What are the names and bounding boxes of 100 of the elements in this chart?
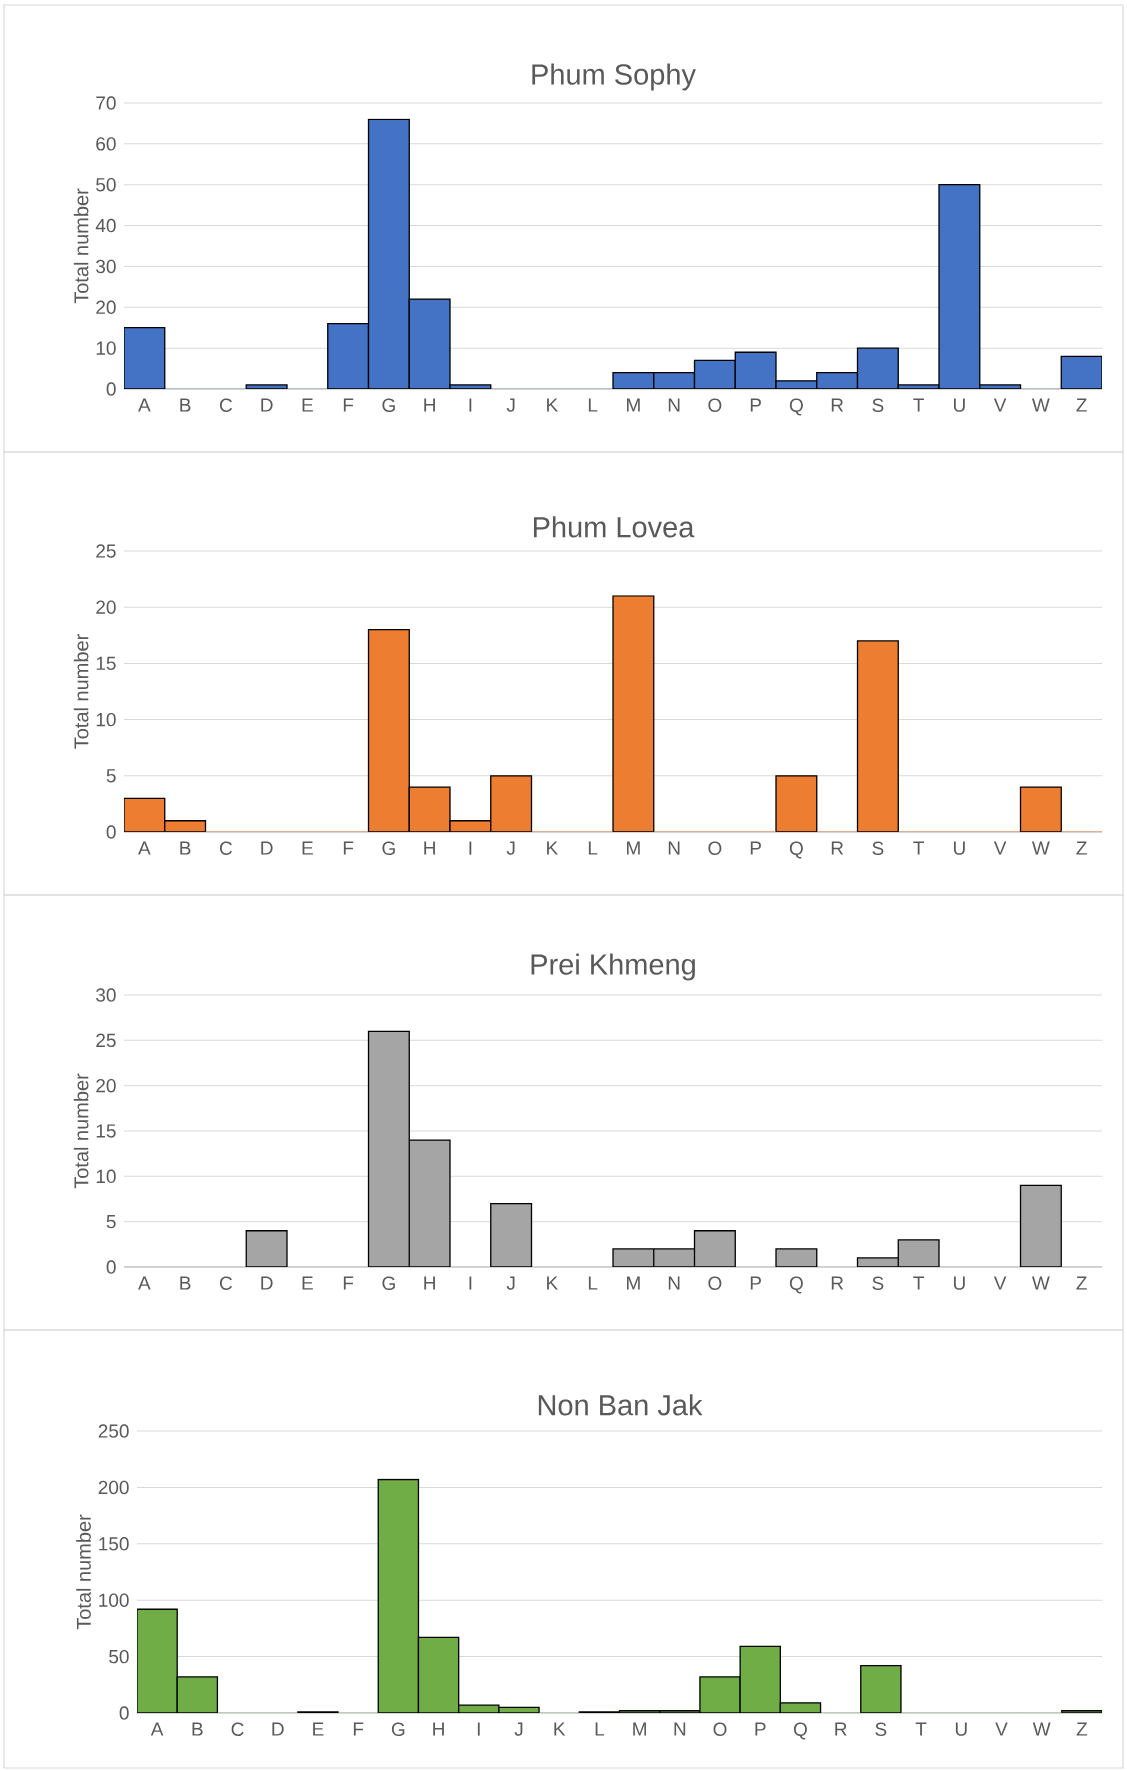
x-tick-label: W	[1032, 1276, 1050, 1290]
x-tick-label: O	[708, 841, 722, 855]
y-tick-label: 150	[99, 1537, 129, 1551]
x-tick-label: F	[343, 1276, 354, 1290]
x-tick-label: R	[835, 1722, 847, 1736]
x-tick-label: O	[708, 1276, 722, 1290]
x-tick-label: A	[138, 398, 151, 412]
bar	[1019, 1184, 1062, 1268]
y-tick-label: 10	[96, 712, 116, 727]
x-tick-label: I	[469, 841, 472, 855]
y-tick-label: 5	[106, 1215, 116, 1229]
x-tick-label: W	[1032, 1722, 1051, 1736]
y-tick-label: 25	[96, 1033, 116, 1048]
x-tick-label: G	[382, 1276, 395, 1290]
x-tick-label: U	[953, 398, 965, 412]
x-tick-label: D	[261, 841, 273, 855]
x-tick-label: U	[953, 841, 965, 855]
y-tick-label: 50	[109, 1649, 129, 1664]
x-tick-label: T	[913, 398, 924, 412]
bar	[124, 327, 166, 389]
bar	[1061, 1710, 1103, 1714]
x-tick-label: K	[547, 1276, 558, 1290]
x-tick-label: O	[713, 1722, 727, 1737]
x-tick-label: Z	[1076, 398, 1087, 412]
x-tick-label: J	[506, 398, 515, 412]
y-tick-label: 15	[96, 1124, 116, 1138]
y-tick-label: 250	[98, 1424, 129, 1438]
x-tick-label: V	[993, 398, 1007, 412]
y-tick-label: 200	[98, 1480, 129, 1495]
x-tick-label: T	[915, 1722, 927, 1736]
bar	[490, 1202, 533, 1268]
x-tick-label: G	[382, 841, 395, 855]
x-tick-label: P	[750, 1276, 761, 1290]
x-tick-label: M	[627, 1276, 640, 1290]
x-tick-label: T	[913, 1276, 924, 1290]
x-tick-label: L	[588, 841, 598, 855]
chart-title: Prei Khmeng	[531, 953, 695, 981]
y-axis-title: Total number	[73, 634, 89, 749]
y-axis-title: Total number	[73, 1073, 89, 1189]
x-tick-label: T	[913, 841, 924, 855]
x-tick-label: W	[1032, 398, 1050, 412]
y-tick-label: 20	[96, 1078, 116, 1093]
x-tick-label: S	[872, 841, 884, 855]
x-tick-label: V	[993, 1276, 1007, 1290]
bar	[245, 1230, 288, 1268]
x-tick-label: B	[180, 398, 191, 412]
y-tick-label: 10	[96, 341, 116, 355]
x-tick-label: H	[433, 1722, 444, 1736]
x-tick-label: E	[302, 1276, 313, 1290]
x-tick-label: P	[750, 841, 761, 855]
y-tick-label: 30	[96, 988, 116, 1002]
x-tick-label: U	[953, 1276, 965, 1290]
x-tick-label: N	[668, 1276, 680, 1290]
x-tick-label: E	[302, 398, 313, 412]
x-tick-label: N	[668, 841, 680, 855]
x-tick-label: Z	[1076, 1276, 1087, 1290]
chart-title: Phum Lovea	[533, 516, 695, 538]
x-tick-label: P	[755, 1722, 766, 1736]
y-tick-label: 60	[96, 137, 116, 151]
x-tick-label: V	[995, 1722, 1008, 1736]
x-tick-label: M	[627, 841, 640, 855]
x-tick-label: S	[872, 398, 884, 412]
x-tick-label: N	[674, 1722, 686, 1736]
x-tick-label: Q	[789, 398, 803, 416]
x-tick-label: Q	[789, 1276, 803, 1294]
y-tick-label: 100	[99, 1593, 129, 1607]
x-tick-label: H	[424, 841, 435, 855]
y-tick-label: 0	[106, 825, 116, 839]
x-tick-label: Q	[793, 1722, 807, 1740]
bar	[860, 1664, 902, 1714]
y-tick-label: 20	[96, 600, 116, 614]
y-tick-label: 70	[96, 96, 116, 110]
y-tick-label: 5	[106, 769, 116, 783]
x-tick-label: B	[180, 1276, 191, 1290]
x-tick-label: F	[353, 1722, 364, 1736]
x-tick-label: W	[1032, 841, 1050, 855]
x-tick-label: E	[302, 841, 313, 855]
x-tick-label: U	[955, 1722, 967, 1736]
bar	[245, 384, 288, 389]
y-tick-label: 30	[96, 259, 116, 274]
y-tick-label: 15	[96, 656, 116, 671]
y-tick-label: 0	[106, 382, 116, 396]
x-tick-label: Q	[789, 841, 803, 859]
x-tick-label: A	[150, 1722, 164, 1736]
x-tick-label: L	[588, 398, 598, 412]
y-axis-title: Total number	[76, 1514, 91, 1630]
x-tick-label: F	[343, 841, 354, 855]
x-tick-label: P	[750, 398, 761, 412]
x-tick-label: Z	[1076, 1722, 1088, 1736]
x-tick-label: S	[875, 1722, 887, 1737]
x-tick-label: F	[343, 398, 354, 412]
x-tick-label: J	[506, 1276, 515, 1290]
y-tick-label: 0	[119, 1706, 129, 1720]
y-tick-label: 25	[96, 544, 116, 558]
x-tick-label: M	[627, 398, 640, 412]
y-axis-title: Total number	[73, 188, 89, 304]
x-tick-label: R	[831, 841, 844, 855]
bar	[1060, 355, 1103, 389]
x-tick-label: A	[138, 1276, 151, 1290]
x-tick-label: D	[261, 1276, 273, 1290]
